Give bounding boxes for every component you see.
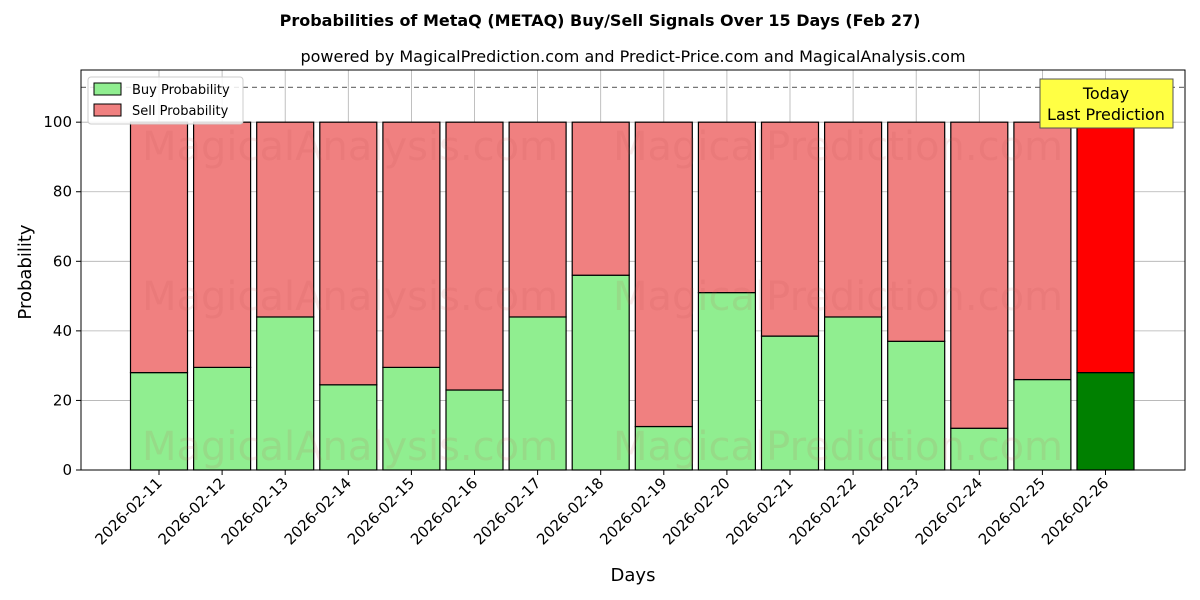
x-tick-label: 2026-02-11: [91, 474, 165, 548]
bar-buy: [1076, 372, 1135, 471]
watermark-text: MagicalPrediction.com: [613, 424, 1063, 470]
bar-sell: [571, 121, 630, 276]
legend-swatch-sell: [93, 103, 122, 117]
bar-buy: [571, 274, 630, 471]
bar-sell: [1013, 121, 1072, 381]
y-tick-label: 100: [43, 113, 72, 131]
y-axis-label: Probability: [15, 224, 36, 319]
y-tick-label: 80: [53, 183, 72, 201]
x-tick-label: 2026-02-25: [975, 474, 1049, 548]
bar-sell: [1076, 121, 1135, 374]
bar-buy: [193, 366, 252, 471]
x-tick-label: 2026-02-17: [470, 474, 544, 548]
annotation-box: [1039, 78, 1174, 129]
x-tick-label: 2026-02-13: [218, 474, 292, 548]
annotation-line1: Today: [1082, 84, 1129, 103]
watermark-text: MagicalAnalysis.com: [142, 274, 558, 320]
watermark-layer: MagicalAnalysis.com MagicalPrediction.com…: [142, 124, 1063, 470]
bar-sell: [508, 121, 567, 318]
x-tick-label: 2026-02-20: [659, 474, 733, 548]
plot-area: [80, 69, 1186, 471]
today-annotation: Today Last Prediction: [1039, 78, 1174, 129]
y-tick-label: 60: [53, 252, 72, 270]
bar-buy: [382, 366, 441, 471]
annotation-line2: Last Prediction: [1047, 105, 1165, 124]
watermark-text: MagicalPrediction.com: [613, 274, 1063, 320]
watermark-text: MagicalAnalysis.com: [142, 424, 558, 470]
watermark-text: MagicalAnalysis.com: [142, 124, 558, 170]
bar-sell: [256, 121, 315, 318]
bar-sell: [697, 121, 757, 294]
x-tick-label: 2026-02-21: [722, 474, 796, 548]
x-tick-label: 2026-02-19: [596, 474, 670, 548]
x-tick-label: 2026-02-16: [407, 474, 481, 548]
y-tick-label: 20: [53, 391, 72, 409]
legend-box: [87, 76, 244, 125]
bar-buy: [823, 316, 883, 471]
bar-sell: [950, 121, 1009, 429]
bar-buy: [887, 340, 946, 471]
bar-sell: [823, 121, 883, 318]
bar-buy: [508, 316, 567, 471]
bar-sell: [887, 121, 946, 342]
x-tick-label: 2026-02-15: [344, 474, 418, 548]
legend-label-buy: Buy Probability: [132, 83, 230, 98]
x-tick-label: 2026-02-26: [1038, 474, 1112, 548]
bar-buy: [697, 292, 757, 471]
plot-frame: [80, 69, 1186, 471]
watermark-text: MagicalPrediction.com: [613, 124, 1063, 170]
x-tick-label: 2026-02-14: [281, 474, 355, 548]
x-axis-label: Days: [611, 565, 656, 586]
x-tick-label: 2026-02-23: [849, 474, 923, 548]
x-tick-label: 2026-02-12: [155, 474, 229, 548]
y-axis-ticks: 0 20 40 60 80 100: [43, 113, 81, 479]
x-tick-label: 2026-02-24: [912, 474, 986, 548]
bar-sell: [634, 121, 693, 428]
chart-subtitle: powered by MagicalPrediction.com and Pre…: [300, 47, 965, 66]
y-tick-label: 40: [53, 322, 72, 340]
y-tick-label: 0: [62, 461, 72, 479]
bar-buy: [256, 316, 315, 471]
bar-sell: [129, 121, 189, 374]
legend-label-sell: Sell Probability: [132, 104, 229, 119]
bar-sell: [760, 121, 820, 337]
legend: Buy Probability Sell Probability: [87, 76, 244, 125]
bar-sell: [445, 121, 504, 391]
legend-swatch-buy: [93, 82, 122, 96]
bar-buy: [760, 335, 820, 471]
x-tick-label: 2026-02-22: [786, 474, 860, 548]
x-axis-ticks: 2026-02-112026-02-122026-02-132026-02-14…: [91, 470, 1112, 548]
x-tick-label: 2026-02-18: [533, 474, 607, 548]
bar-sell: [319, 121, 378, 386]
chart-title: Probabilities of MetaQ (METAQ) Buy/Sell …: [280, 11, 921, 30]
bar-buy: [445, 389, 504, 471]
bar-sell: [382, 121, 441, 368]
